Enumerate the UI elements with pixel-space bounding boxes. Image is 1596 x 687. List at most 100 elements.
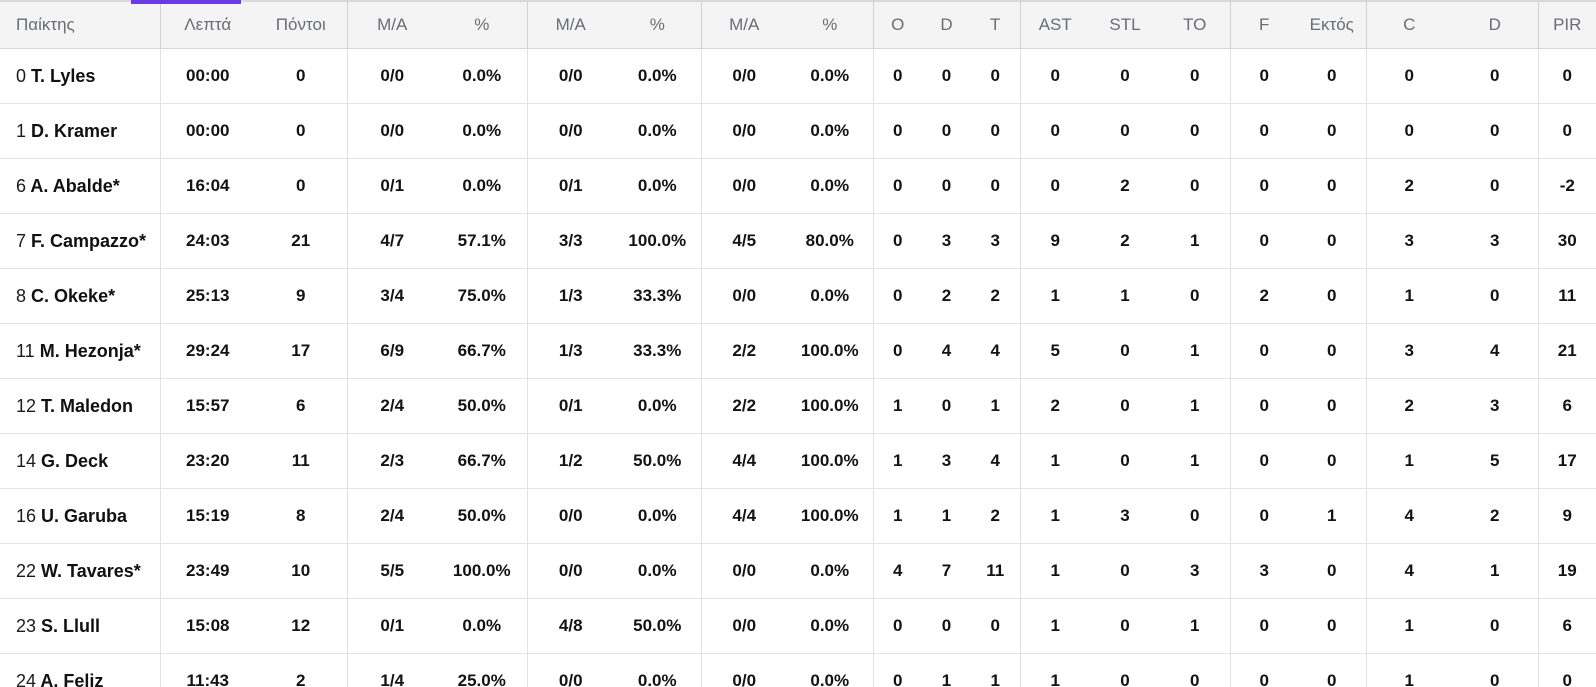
stat-cell-ft-pct: 100.0% bbox=[787, 323, 873, 379]
stat-cell-fg3-pct: 50.0% bbox=[614, 433, 701, 489]
stat-cell-points: 10 bbox=[255, 543, 347, 599]
stat-cell-fg3-pct: 0.0% bbox=[614, 488, 701, 544]
stat-cell-pir: 0 bbox=[1537, 653, 1596, 687]
stat-cell-reb-d: 0 bbox=[922, 48, 971, 104]
stat-cell-stl: 3 bbox=[1090, 488, 1160, 544]
player-name: T. Lyles bbox=[31, 65, 96, 86]
header-cell-stl: STL bbox=[1090, 0, 1160, 49]
stat-cell-ft-pct: 0.0% bbox=[787, 103, 873, 159]
player-number: 11 bbox=[16, 340, 35, 361]
stat-cell-to: 0 bbox=[1160, 488, 1230, 544]
header-cell-ft-ma: M/A bbox=[700, 0, 787, 49]
stat-cell-fg3-pct: 0.0% bbox=[614, 543, 701, 599]
table-body: 0 T. Lyles 00:00 0 0/0 0.0% 0/0 0.0% 0/0 0.0% 0 0 0… bbox=[0, 48, 1596, 687]
stat-cell-d: 4 bbox=[1452, 323, 1538, 379]
stat-cell-ft-ma: 0/0 bbox=[700, 103, 787, 159]
stat-cell-fg2-pct: 66.7% bbox=[437, 433, 527, 489]
stat-cell-fg3-ma: 0/0 bbox=[526, 488, 614, 544]
header-cell-ft-pct: % bbox=[787, 0, 873, 49]
stat-cell-fg2-ma: 0/0 bbox=[346, 103, 437, 159]
stat-cell-pir: 30 bbox=[1537, 213, 1596, 269]
stat-cell-ektos: 0 bbox=[1298, 323, 1366, 379]
stat-cell-reb-o: 0 bbox=[872, 103, 922, 159]
stat-cell-reb-t: 0 bbox=[971, 48, 1020, 104]
stat-cell-fg3-ma: 0/1 bbox=[526, 378, 614, 434]
stat-cell-fg3-pct: 100.0% bbox=[614, 213, 701, 269]
header-cell-reb-t: T bbox=[971, 0, 1020, 49]
stat-cell-stl: 1 bbox=[1090, 268, 1160, 324]
stat-cell-reb-d: 3 bbox=[922, 213, 971, 269]
stat-cell-reb-o: 1 bbox=[872, 488, 922, 544]
stat-cell-minutes: 23:20 bbox=[159, 433, 255, 489]
stat-cell-f: 0 bbox=[1229, 103, 1298, 159]
stat-cell-ft-pct: 0.0% bbox=[787, 268, 873, 324]
stat-cell-to: 1 bbox=[1160, 323, 1230, 379]
stat-cell-ast: 0 bbox=[1019, 158, 1090, 214]
player-number: 24 bbox=[16, 670, 37, 687]
stat-cell-stl: 2 bbox=[1090, 213, 1160, 269]
stat-cell-d: 0 bbox=[1452, 268, 1538, 324]
stat-cell-f: 3 bbox=[1229, 543, 1298, 599]
player-cell: 11 M. Hezonja* bbox=[0, 323, 160, 379]
header-cell-ektos: Εκτός bbox=[1298, 0, 1366, 49]
stat-cell-reb-d: 0 bbox=[922, 378, 971, 434]
stat-cell-pir: -2 bbox=[1537, 158, 1596, 214]
stat-cell-stl: 0 bbox=[1090, 323, 1160, 379]
stat-cell-pir: 6 bbox=[1537, 598, 1596, 654]
stat-cell-fg3-ma: 0/0 bbox=[526, 103, 614, 159]
header-cell-fg3-ma: M/A bbox=[526, 0, 614, 49]
stat-cell-reb-d: 1 bbox=[922, 488, 971, 544]
stat-cell-ft-pct: 80.0% bbox=[787, 213, 873, 269]
stat-cell-reb-t: 4 bbox=[971, 433, 1020, 489]
player-cell: 8 C. Okeke* bbox=[0, 268, 160, 324]
stat-cell-ektos: 0 bbox=[1298, 598, 1366, 654]
stat-cell-reb-d: 3 bbox=[922, 433, 971, 489]
stat-cell-points: 0 bbox=[255, 48, 347, 104]
stat-cell-ft-pct: 100.0% bbox=[787, 433, 873, 489]
table-header: Παίκτης Λεπτά Πόντοι M/A% M/A% M/A% O D T AST STL T… bbox=[0, 0, 1596, 49]
stat-cell-ast: 0 bbox=[1019, 48, 1090, 104]
player-row: 0 T. Lyles 00:00 0 0/0 0.0% 0/0 0.0% 0/0 0.0% 0 0 0… bbox=[0, 48, 1596, 104]
stat-cell-reb-d: 1 bbox=[922, 653, 971, 687]
stat-cell-reb-o: 0 bbox=[872, 213, 922, 269]
player-row: 7 F. Campazzo* 24:03 21 4/7 57.1% 3/3 100.0% 4/… bbox=[0, 213, 1596, 269]
stat-cell-reb-o: 0 bbox=[872, 268, 922, 324]
stat-cell-ft-ma: 0/0 bbox=[700, 48, 787, 104]
stat-cell-fg3-pct: 33.3% bbox=[614, 268, 701, 324]
stat-cell-reb-t: 0 bbox=[971, 158, 1020, 214]
stat-cell-ft-ma: 2/2 bbox=[700, 323, 787, 379]
stat-cell-ektos: 0 bbox=[1298, 653, 1366, 687]
stat-cell-minutes: 24:03 bbox=[159, 213, 255, 269]
stat-cell-reb-o: 4 bbox=[872, 543, 922, 599]
stat-cell-c: 4 bbox=[1365, 488, 1452, 544]
stat-cell-d: 0 bbox=[1452, 103, 1538, 159]
stat-cell-ast: 1 bbox=[1019, 433, 1090, 489]
stat-cell-ft-pct: 0.0% bbox=[787, 48, 873, 104]
stat-cell-ft-ma: 4/4 bbox=[700, 433, 787, 489]
stat-cell-stl: 0 bbox=[1090, 598, 1160, 654]
stat-cell-fg2-pct: 75.0% bbox=[437, 268, 527, 324]
stat-cell-fg3-ma: 1/3 bbox=[526, 323, 614, 379]
stat-cell-ft-pct: 100.0% bbox=[787, 488, 873, 544]
stat-cell-stl: 2 bbox=[1090, 158, 1160, 214]
stat-cell-reb-t: 11 bbox=[971, 543, 1020, 599]
header-cell-fg2-pct: % bbox=[437, 0, 527, 49]
stat-cell-pir: 19 bbox=[1537, 543, 1596, 599]
player-number: 7 bbox=[16, 230, 27, 251]
stat-cell-fg3-ma: 0/0 bbox=[526, 48, 614, 104]
header-cell-points: Πόντοι bbox=[255, 0, 347, 49]
stat-cell-c: 1 bbox=[1365, 433, 1452, 489]
stat-cell-fg3-ma: 0/0 bbox=[526, 543, 614, 599]
stat-cell-ft-pct: 100.0% bbox=[787, 378, 873, 434]
stat-cell-minutes: 15:08 bbox=[159, 598, 255, 654]
stat-cell-ektos: 0 bbox=[1298, 48, 1366, 104]
header-cell-to: TO bbox=[1160, 0, 1230, 49]
player-cell: 6 A. Abalde* bbox=[0, 158, 160, 214]
stat-cell-points: 21 bbox=[255, 213, 347, 269]
stat-cell-pir: 21 bbox=[1537, 323, 1596, 379]
stat-cell-ft-ma: 0/0 bbox=[700, 268, 787, 324]
player-number: 12 bbox=[16, 395, 37, 416]
stat-cell-fg2-pct: 0.0% bbox=[437, 158, 527, 214]
stat-cell-reb-o: 0 bbox=[872, 48, 922, 104]
